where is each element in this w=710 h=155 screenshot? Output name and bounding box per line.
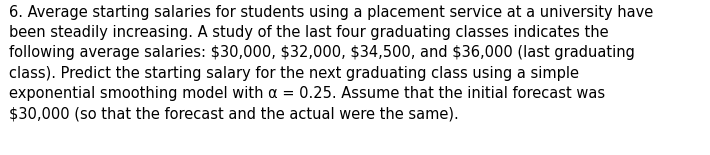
Text: 6. Average starting salaries for students using a placement service at a univers: 6. Average starting salaries for student… bbox=[9, 5, 653, 122]
